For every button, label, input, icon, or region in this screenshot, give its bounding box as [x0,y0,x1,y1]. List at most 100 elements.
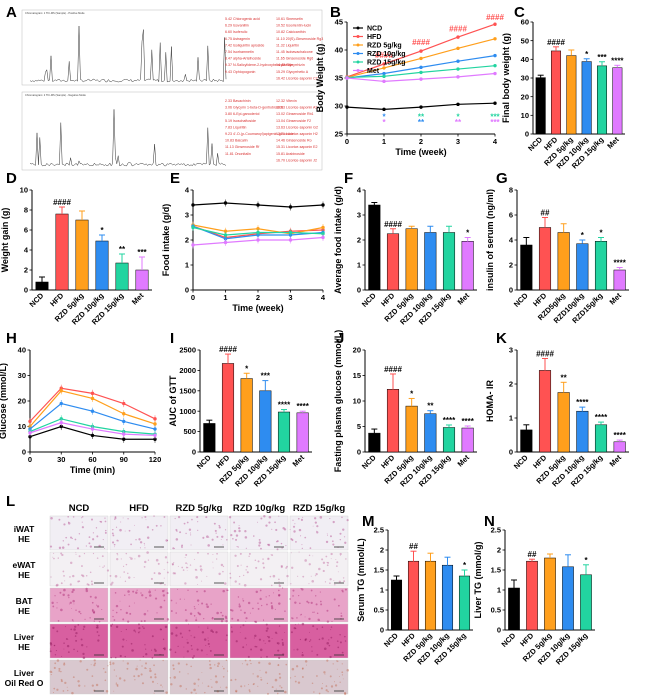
significance-label: * [382,118,386,127]
tissue-speckle [278,578,280,581]
tissue-speckle [181,636,184,638]
tissue-speckle [222,544,224,546]
tissue-speckle [80,612,82,615]
tissue-speckle [206,575,208,577]
tissue-speckle [230,534,233,537]
tissue-speckle [90,518,94,521]
tissue-speckle [139,630,141,632]
tissue-speckle [173,548,175,550]
legend-entry: NCD [367,26,382,33]
histology-row-label: BAT [16,596,34,606]
tissue-speckle [72,599,75,603]
tissue-speckle [186,563,188,565]
tissue-speckle [80,565,83,568]
y-axis-title: Serum TG (mmol/L) [356,538,366,622]
tissue-speckle [179,598,181,600]
data-point [28,419,32,424]
significance-label: **** [613,431,626,440]
tissue-speckle [137,674,140,678]
tissue-speckle [310,589,313,592]
tissue-speckle [116,552,119,555]
tissue-speckle [339,633,341,636]
bar-1 [55,213,69,291]
tissue-speckle [111,623,114,625]
legend-marker [356,26,360,30]
tissue-speckle [291,617,294,620]
significance-label: **** [576,398,589,407]
bar-5 [461,241,474,291]
tissue-speckle [70,628,73,631]
tissue-speckle [141,594,144,597]
data-point [456,35,460,39]
bar-1 [538,227,552,291]
tissue-speckle [60,608,63,612]
tissue-speckle [220,611,222,614]
tissue-speckle [285,663,288,666]
data-point [382,79,386,84]
bar-4 [442,427,456,453]
tissue-speckle [282,527,285,530]
tissue-speckle [245,569,247,571]
tissue-speckle [326,609,329,612]
tissue-speckle [122,618,125,621]
histology-image [169,551,229,587]
tissue-speckle [138,538,141,541]
tissue-speckle [341,674,344,676]
tissue-speckle [157,562,160,565]
tissue-speckle [61,553,64,557]
y-tick-label: 1 [185,261,189,270]
panel-a-chromatograms: Chromatogram: 1 TIC-MS (Sample) - Positi… [21,9,323,171]
x-axis-title: Time (week) [395,147,446,157]
tissue-speckle [341,663,343,665]
tissue-speckle [277,642,280,645]
panel-l-histology-grid: NCD HFD RZD 5g/kg RZD 10g/kg RZD 15g/kgiWATH… [5,503,350,696]
tissue-speckle [280,565,283,569]
tissue-speckle [91,610,94,612]
tissue-speckle [243,583,247,587]
tissue-speckle [329,518,331,520]
tissue-speckle [139,541,143,544]
tissue-speckle [206,605,209,609]
tissue-speckle [193,614,196,617]
tissue-speckle [96,557,99,559]
y-tick-label: 40 [335,46,343,55]
tissue-speckle [157,572,161,575]
tissue-speckle [246,663,249,666]
category-label: NCD [512,291,530,309]
tissue-speckle [107,665,109,667]
tissue-speckle [52,605,55,608]
tissue-speckle [316,675,318,677]
y-tick-label: 1000 [179,407,196,416]
tissue-speckle [143,627,145,630]
y-tick-label: 2 [185,236,189,245]
histology-row-label: iWAT [14,524,35,534]
tissue-speckle [199,568,203,571]
tissue-speckle [72,588,75,592]
tissue-speckle [322,569,325,573]
tissue-speckle [58,518,61,521]
tissue-speckle [325,689,328,692]
tissue-speckle [338,604,340,607]
tissue-speckle [309,547,312,549]
tissue-speckle [162,659,164,662]
tissue-speckle [170,632,174,635]
data-point [122,412,126,416]
panel-b-body-weight-chart: 25 30 35 40 45 Body Weight (g) 0 1 2 3 4 Time (week… [315,13,504,157]
tissue-speckle [260,517,263,520]
tissue-speckle [96,535,99,538]
tissue-speckle [296,617,298,619]
tissue-speckle [278,589,280,592]
tissue-speckle [183,656,185,658]
tissue-speckle [289,529,291,531]
tissue-speckle [209,666,212,670]
tissue-speckle [163,589,165,591]
tissue-speckle [140,673,143,676]
tissue-speckle [319,619,321,621]
tissue-speckle [51,601,54,605]
tissue-speckle [252,607,254,610]
tissue-speckle [150,649,153,651]
tissue-speckle [284,631,286,633]
tissue-speckle [334,684,338,687]
histology-column-label: RZD 5g/kg [176,503,223,514]
data-point [59,420,63,425]
